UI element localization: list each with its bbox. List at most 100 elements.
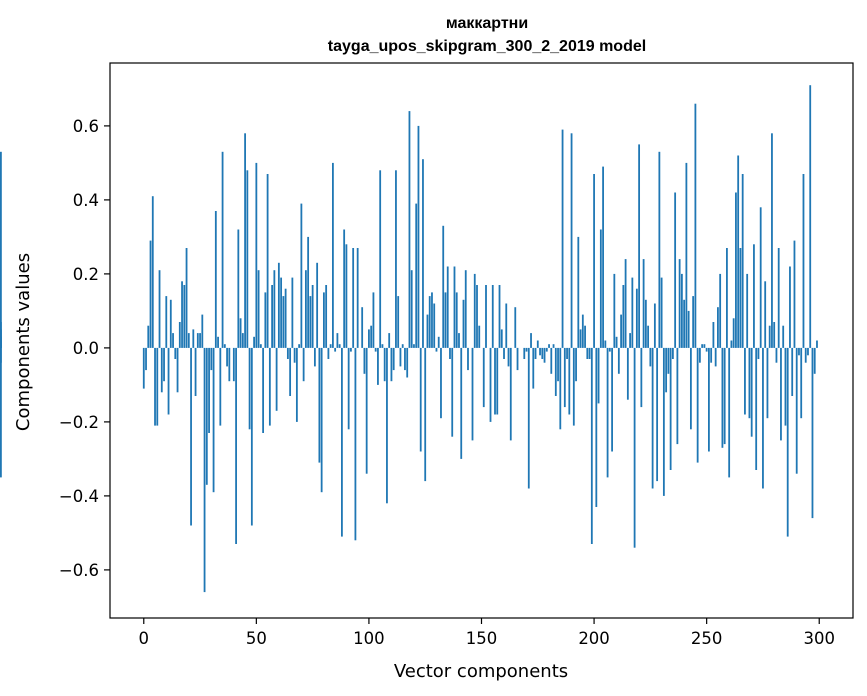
bar [259, 344, 262, 348]
bar [217, 336, 219, 348]
bar [228, 347, 231, 382]
bar [185, 248, 188, 348]
bar [354, 347, 357, 541]
chart-subtitle: tayga_upos_skipgram_300_2_2019 model [328, 38, 646, 55]
bar [462, 299, 465, 348]
bar [181, 281, 183, 348]
bar [548, 344, 550, 348]
bar [223, 344, 226, 348]
bar [557, 347, 559, 382]
bar [363, 347, 366, 374]
bar [683, 299, 686, 348]
bar [696, 347, 699, 463]
bar [523, 347, 526, 359]
bar [689, 347, 692, 430]
x-tick-label: 150 [466, 629, 498, 648]
bar [372, 292, 375, 348]
bar [241, 333, 244, 348]
bar [775, 347, 778, 363]
bar [190, 347, 192, 526]
bar [464, 270, 467, 348]
bar [271, 285, 274, 348]
bar [766, 347, 769, 419]
bar [149, 240, 152, 348]
bar [642, 259, 645, 348]
bar [284, 288, 287, 348]
bar [174, 347, 177, 359]
bar [705, 347, 708, 352]
bar [449, 347, 451, 359]
bar [678, 259, 681, 348]
bar [201, 314, 204, 348]
bar [798, 347, 800, 356]
bar [588, 347, 591, 359]
bar [370, 325, 373, 348]
y-tick-label: 0.2 [73, 265, 99, 284]
bar [575, 347, 577, 382]
bar [282, 296, 285, 348]
bar [205, 347, 208, 485]
bar [525, 347, 528, 352]
bar [507, 347, 510, 367]
bar [437, 336, 440, 348]
y-tick-label: −0.4 [59, 487, 99, 506]
bar [563, 347, 566, 408]
bar [617, 347, 620, 374]
bar [390, 347, 393, 382]
bar [145, 347, 147, 371]
bar [536, 340, 539, 348]
bar [275, 347, 278, 411]
bar [581, 314, 584, 348]
bar [417, 125, 420, 348]
chart-title: маккартни [446, 15, 528, 32]
bar [169, 299, 172, 348]
bar [665, 347, 668, 393]
bar [649, 347, 652, 367]
bar [604, 340, 607, 348]
bar [494, 347, 496, 415]
bar [154, 347, 156, 426]
bar [606, 347, 609, 478]
bar [514, 307, 517, 348]
bar [160, 347, 163, 393]
bar [674, 192, 677, 348]
bar [208, 347, 210, 433]
bar [142, 347, 145, 389]
y-tick-label: 0.4 [73, 191, 99, 210]
bar [613, 273, 616, 348]
bar [491, 285, 494, 348]
bar [187, 333, 190, 348]
bar [737, 155, 740, 348]
bar [809, 85, 812, 348]
bar [771, 133, 773, 348]
bar [250, 347, 253, 526]
bar [280, 277, 283, 348]
bar [210, 347, 213, 371]
bar [163, 347, 165, 382]
bar [807, 347, 809, 356]
bar [566, 347, 568, 359]
bar [503, 347, 505, 359]
bar [764, 281, 767, 348]
bar [800, 347, 803, 419]
bar [268, 347, 271, 426]
bar [534, 347, 537, 359]
bar [728, 347, 731, 478]
bar [379, 170, 382, 348]
bar [345, 244, 348, 348]
bar [782, 325, 785, 348]
bar [584, 325, 586, 348]
bar [676, 347, 679, 445]
bar [244, 133, 246, 348]
bar [723, 347, 726, 445]
bar [0, 336, 2, 348]
bar [318, 347, 321, 463]
bar [631, 277, 634, 348]
bar [422, 159, 424, 348]
bar [460, 347, 463, 459]
bar [147, 325, 150, 348]
bar [719, 273, 722, 348]
bar [545, 347, 548, 352]
bar [377, 347, 379, 385]
bar [192, 329, 195, 348]
